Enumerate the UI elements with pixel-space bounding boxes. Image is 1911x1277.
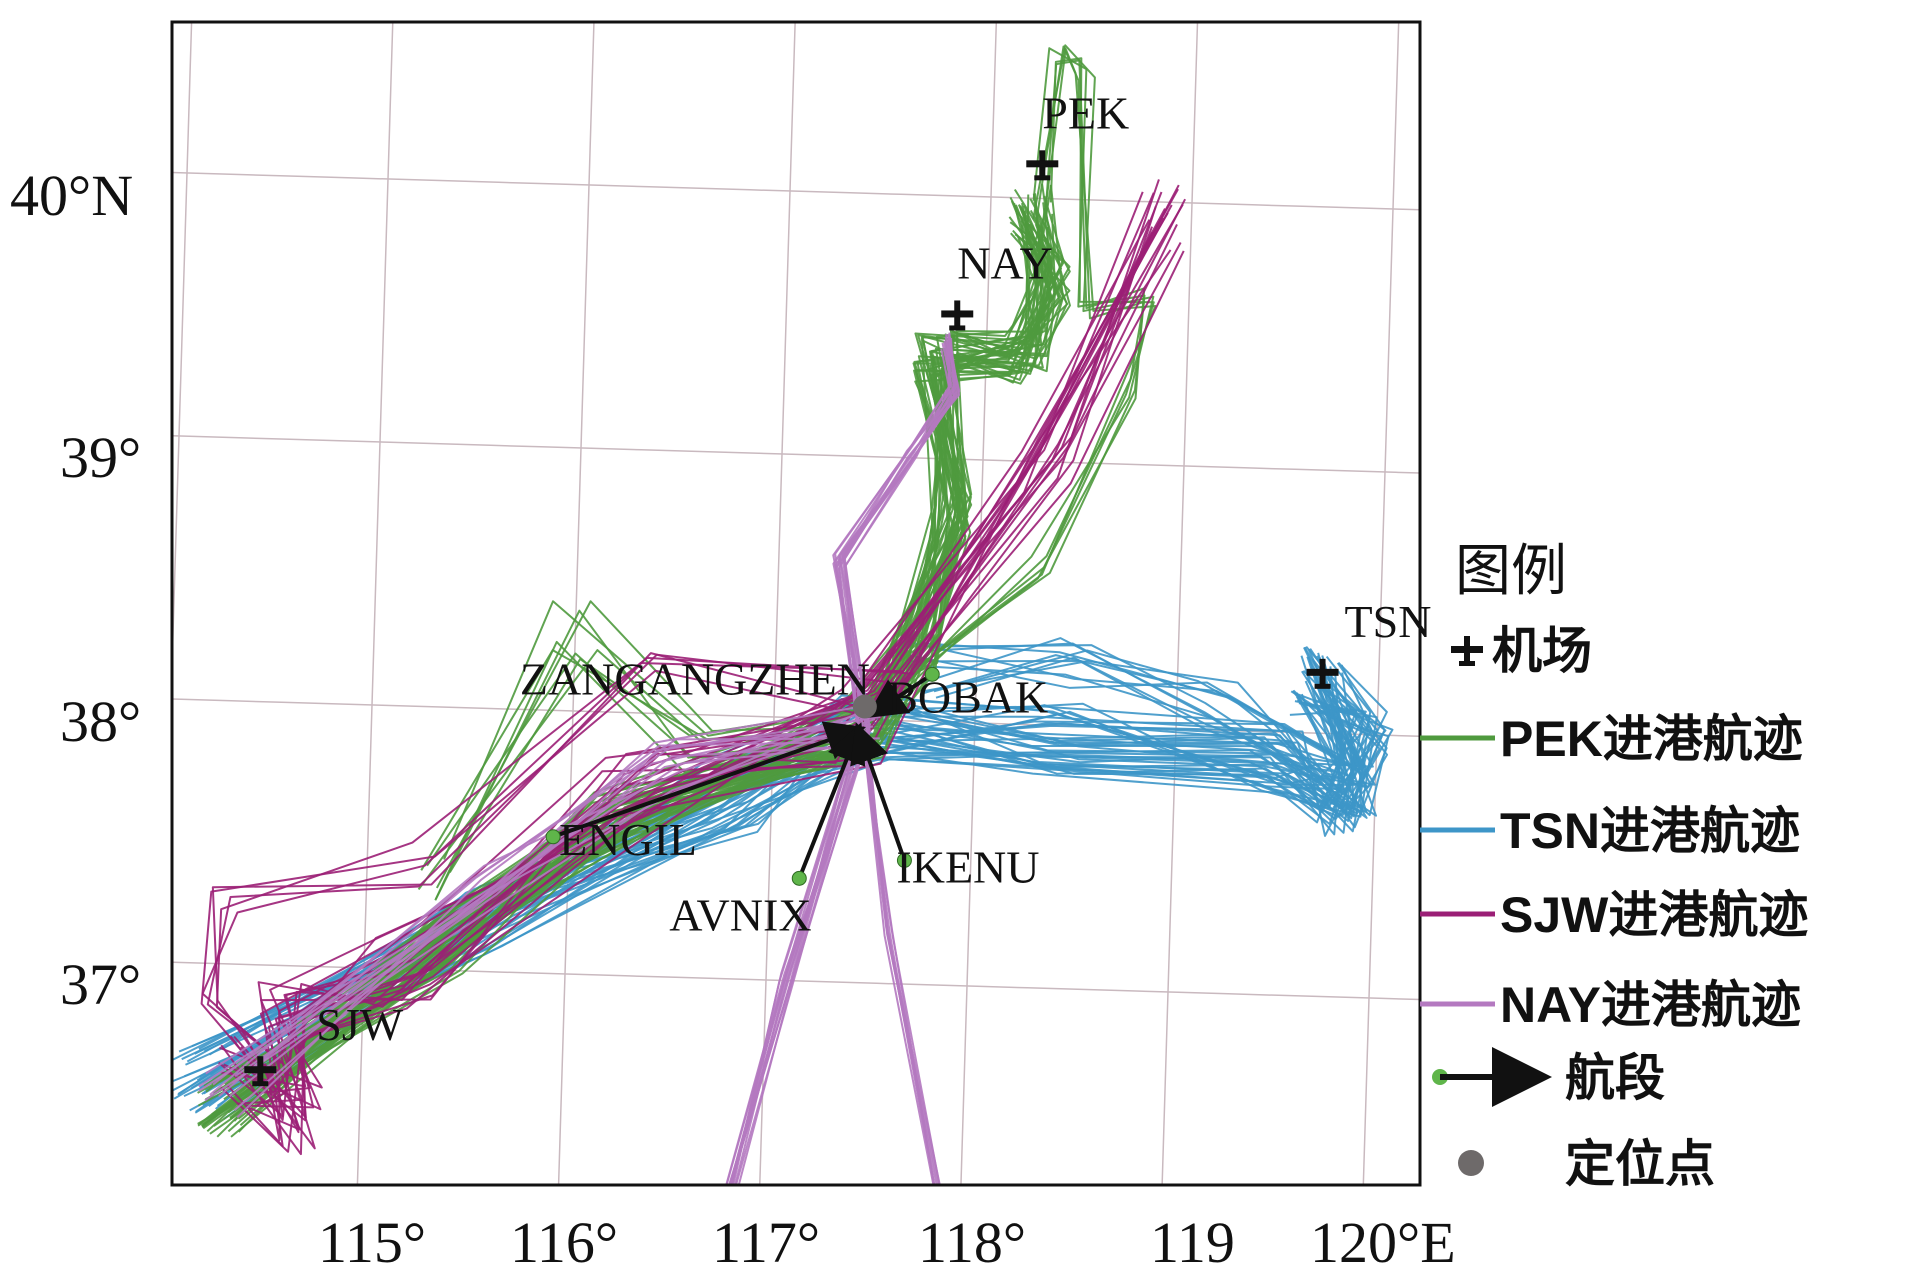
waypoint-dot: [791, 870, 807, 886]
airport-label: PEK: [1042, 87, 1129, 138]
nay-track: [725, 333, 958, 1185]
meridian-line: [557, 22, 595, 1185]
tsn-track: [189, 706, 1367, 1112]
lon-tick-label: 117°: [712, 1210, 820, 1275]
lat-tick-label: 38°: [60, 689, 141, 754]
legend-airport-label: 机场: [1492, 623, 1592, 679]
airport-label: NAY: [957, 237, 1052, 288]
nay-track: [864, 730, 940, 1185]
lon-tick-label: 116°: [510, 1210, 618, 1275]
parallel-line: [172, 435, 1420, 474]
meridian-line: [960, 22, 998, 1185]
waypoint-label: BOBAK: [887, 671, 1048, 722]
nay-track: [860, 729, 936, 1185]
legend-segment-label: 航段: [1565, 1050, 1665, 1106]
legend-anchor-dot: [1458, 1150, 1484, 1176]
waypoint-dot: [924, 666, 940, 682]
legend-anchor-label: 定位点: [1565, 1136, 1715, 1192]
nay-track: [231, 744, 854, 1084]
sjw-track: [206, 653, 897, 1064]
nay-track: [233, 725, 874, 1111]
waypoint-label: AVNIX: [669, 889, 811, 940]
sjw-track: [201, 662, 903, 1064]
nay-track: [229, 703, 872, 1098]
waypoint-label: ENGIL: [559, 814, 697, 865]
route-segment-arrow: [797, 722, 866, 880]
waypoint-dot: [545, 829, 561, 845]
lon-tick-label: 115°: [318, 1210, 426, 1275]
nay-track: [234, 715, 881, 1078]
pek-track: [434, 609, 859, 901]
airport-label: TSN: [1345, 596, 1432, 647]
lat-tick-label: 39°: [60, 425, 141, 490]
legend-sjw-label: SJW进港航迹: [1500, 887, 1808, 943]
airport-icon: [941, 300, 974, 331]
lon-tick-label: 119: [1150, 1210, 1235, 1275]
meridian-line: [1161, 22, 1199, 1185]
legend-pek-label: PEK进港航迹: [1500, 711, 1803, 767]
tsn-track: [933, 649, 1365, 776]
sjw-track: [241, 204, 1173, 1091]
nay-track: [865, 730, 941, 1185]
lon-axis: 115° 116° 117° 118° 119 120°E: [318, 1210, 1456, 1275]
meridian-line: [356, 22, 394, 1185]
legend: 图例 机场 PEK进港航迹 TSN进港航迹 SJW进港航迹 NAY进港航迹 航段…: [1420, 539, 1808, 1192]
sjw-track: [236, 217, 1165, 1105]
parallel-line: [172, 171, 1420, 211]
nay-track: [205, 703, 880, 1075]
tsn-track: [932, 644, 1378, 817]
route-segment-arrow: [552, 721, 866, 839]
pek-track: [895, 59, 1146, 699]
nay-track: [236, 740, 873, 1119]
tsn-track: [907, 660, 1369, 789]
map-frame: [170, 20, 1422, 1187]
tsn-track: [922, 654, 1344, 761]
legend-title: 图例: [1455, 539, 1567, 604]
waypoint-label: ZANGANGZHEN: [520, 654, 870, 705]
fix-layer: ZANGANGZHEN BOBAK ENGIL AVNIX IKENU PEK NAY TSN…: [244, 87, 1432, 1087]
waypoint-label: IKENU: [896, 841, 1039, 892]
lon-tick-label: 120°E: [1310, 1210, 1456, 1275]
sjw-track: [219, 188, 1179, 1089]
tsn-track: [916, 637, 1343, 798]
lat-axis: 40°N 39° 38° 37°: [10, 163, 141, 1017]
waypoint-dot: [896, 852, 912, 868]
lat-tick-label: 40°N: [10, 163, 133, 228]
legend-nay-label: NAY进港航迹: [1500, 977, 1801, 1033]
nay-track: [861, 733, 935, 1185]
meridian-line: [1362, 22, 1400, 1185]
lon-tick-label: 118°: [918, 1210, 1026, 1275]
lat-tick-label: 37°: [60, 952, 141, 1017]
airport-icon: [1451, 636, 1483, 666]
nay-track: [212, 723, 872, 1086]
airport-label: SJW: [316, 999, 403, 1050]
tsn-track: [923, 655, 1353, 813]
pek-track: [229, 224, 1029, 1120]
route-segment-arrow: [865, 672, 934, 719]
nay-track: [737, 336, 957, 1185]
anchor-point: [852, 694, 877, 719]
track-layer: [172, 44, 1394, 1185]
route-segments: [552, 672, 934, 880]
legend-tsn-label: TSN进港航迹: [1500, 803, 1800, 859]
route-segment-arrow: [850, 722, 907, 862]
sjw-track: [200, 669, 878, 1075]
